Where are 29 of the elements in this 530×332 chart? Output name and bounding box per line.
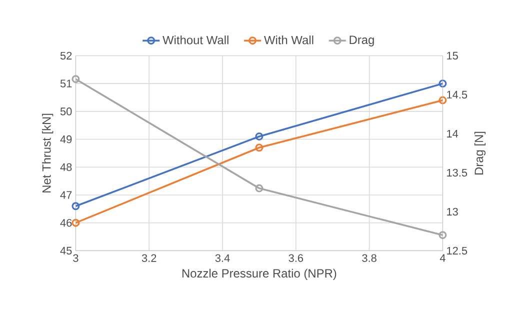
y-tick-label: 50 [60, 108, 72, 116]
legend-label: With Wall [264, 36, 314, 44]
y-tick-label: 51 [60, 80, 72, 88]
y2-tick-label: 13 [447, 208, 458, 216]
x-axis-title: Nozzle Pressure Ratio (NPR) [182, 268, 336, 280]
y-tick-label: 52 [60, 52, 72, 60]
point [255, 144, 264, 152]
y-tick-label: 47 [60, 191, 72, 199]
x-tick-label: 3.2 [142, 254, 156, 262]
x-tick-label: 3 [73, 254, 78, 262]
y2-tick-label: 12.5 [447, 246, 468, 255]
x-tick-label: 3.8 [362, 254, 376, 262]
y-tick-label: 46 [60, 218, 72, 227]
x-tick-label: 3.6 [288, 254, 304, 262]
legend-label: Drag [350, 36, 374, 46]
y-tick-label: 49 [60, 135, 72, 144]
x-tick-label: 3.4 [215, 254, 230, 262]
y2-tick-label: 14.5 [447, 90, 468, 99]
y-tick-label: 48 [60, 163, 72, 172]
point [255, 184, 264, 192]
y-tick-label: 45 [60, 246, 72, 255]
point [255, 132, 264, 140]
y-axis-title: Net Thrust [kN] [42, 114, 54, 192]
y2-tick-label: 15 [447, 52, 458, 60]
y2-tick-label: 13.5 [447, 168, 468, 177]
y2-tick-label: 14 [447, 130, 458, 138]
y2-axis-title: Drag [N] [474, 132, 486, 174]
legend-label: Without Wall [162, 36, 228, 44]
x-tick-label: 4 [440, 254, 446, 262]
